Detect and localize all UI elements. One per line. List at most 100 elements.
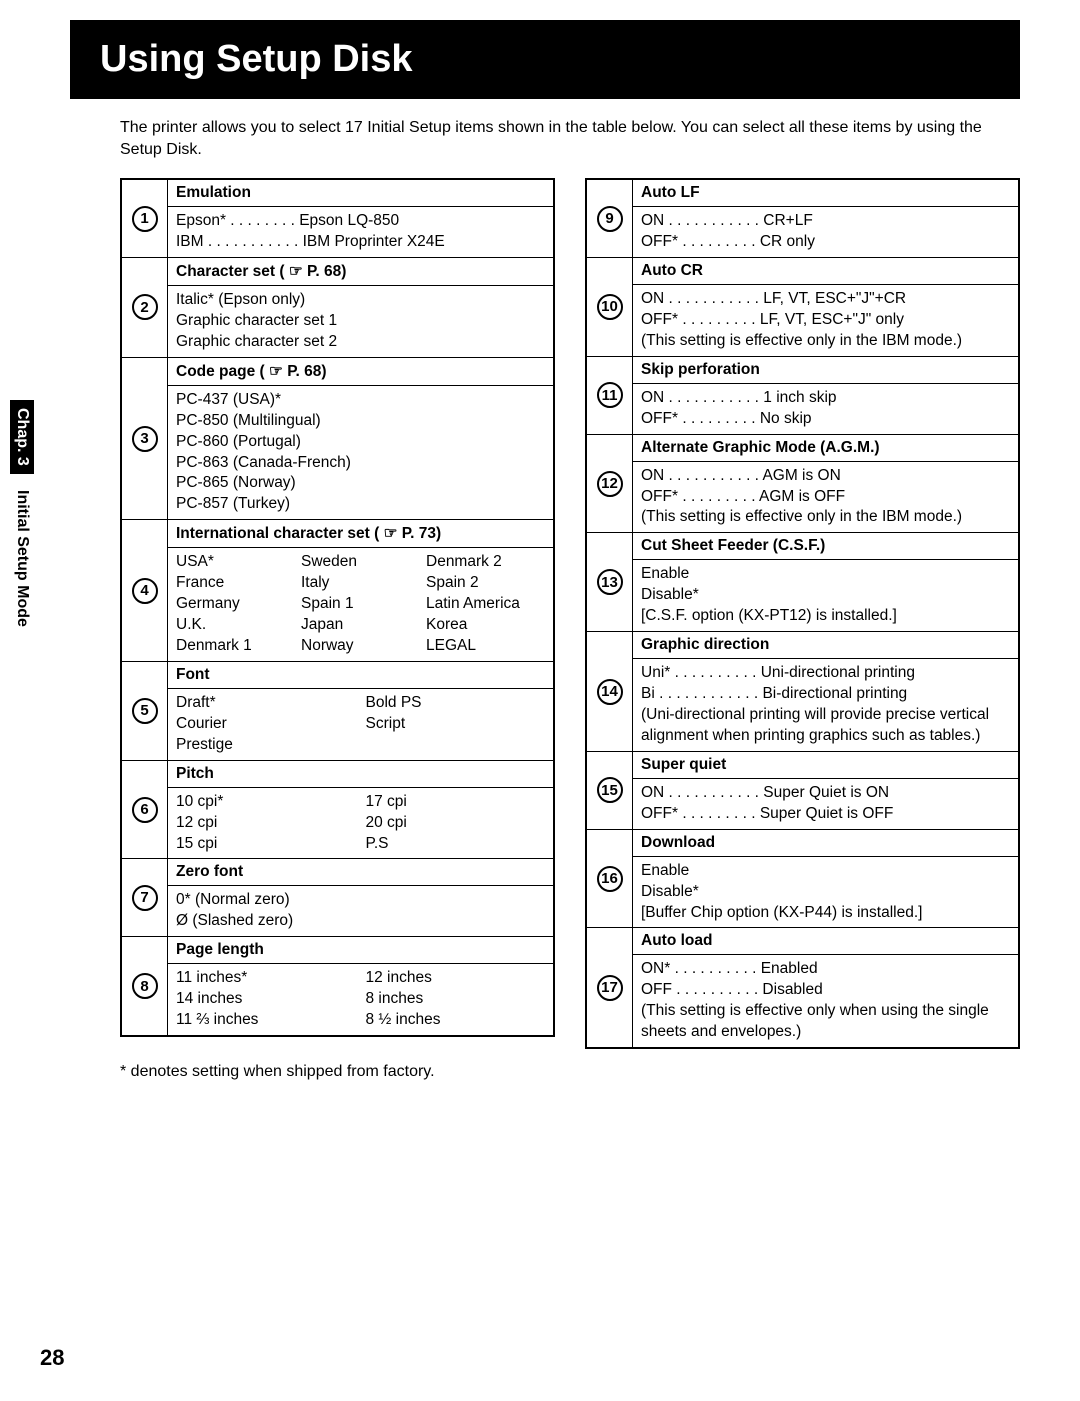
content-line: Disable* bbox=[641, 882, 1010, 903]
row-number-icon: 1 bbox=[132, 206, 158, 232]
grid-cell: Courier bbox=[176, 714, 356, 735]
table-row: 1EmulationEpson* . . . . . . . . Epson L… bbox=[122, 180, 553, 257]
content-line: PC-857 (Turkey) bbox=[176, 494, 545, 515]
content-line: Epson* . . . . . . . . Epson LQ-850 bbox=[176, 211, 545, 232]
grid-cell: 8 ½ inches bbox=[366, 1010, 546, 1031]
grid-cell: Prestige bbox=[176, 735, 356, 756]
row-header: Character set ( ☞ P. 68) bbox=[168, 258, 553, 286]
content-line: ON . . . . . . . . . . . 1 inch skip bbox=[641, 388, 1010, 409]
row-number-icon: 3 bbox=[132, 426, 158, 452]
row-header: Font bbox=[168, 662, 553, 689]
content-line: Uni* . . . . . . . . . . Uni-directional… bbox=[641, 663, 1010, 684]
content-line: PC-850 (Multilingual) bbox=[176, 411, 545, 432]
content-line: Enable bbox=[641, 861, 1010, 882]
grid-cell: LEGAL bbox=[426, 636, 545, 657]
row-content: 10 cpi*17 cpi12 cpi20 cpi15 cpiP.S bbox=[168, 788, 553, 859]
row-number-cell: 14 bbox=[587, 632, 633, 751]
row-number-icon: 17 bbox=[597, 975, 623, 1001]
row-content: ON . . . . . . . . . . . 1 inch skipOFF*… bbox=[633, 384, 1018, 434]
row-number-cell: 5 bbox=[122, 662, 168, 760]
content-line: (This setting is effective only when usi… bbox=[641, 1001, 1010, 1043]
row-number-cell: 9 bbox=[587, 180, 633, 257]
grid-cell: Italy bbox=[301, 573, 420, 594]
row-number-icon: 8 bbox=[132, 973, 158, 999]
row-content: ON . . . . . . . . . . . Super Quiet is … bbox=[633, 779, 1018, 829]
table-row: 2Character set ( ☞ P. 68)Italic* (Epson … bbox=[122, 257, 553, 357]
row-body: International character set ( ☞ P. 73) US… bbox=[168, 520, 553, 661]
grid-cell: U.K. bbox=[176, 615, 295, 636]
row-number-icon: 14 bbox=[597, 679, 623, 705]
grid-cell: 14 inches bbox=[176, 989, 356, 1010]
row-content: Epson* . . . . . . . . Epson LQ-850IBM .… bbox=[168, 207, 553, 257]
row-number-cell: 2 bbox=[122, 258, 168, 357]
row-number-icon: 9 bbox=[597, 206, 623, 232]
row-header: Super quiet bbox=[633, 752, 1018, 779]
row-number-icon: 16 bbox=[597, 866, 623, 892]
grid-cell: Script bbox=[366, 714, 546, 735]
row-body: Pitch10 cpi*17 cpi12 cpi20 cpi15 cpiP.S bbox=[168, 761, 553, 859]
content-line: (Uni-directional printing will provide p… bbox=[641, 705, 1010, 747]
content-line: OFF* . . . . . . . . . CR only bbox=[641, 232, 1010, 253]
content-line: OFF . . . . . . . . . . Disabled bbox=[641, 980, 1010, 1001]
row-number-icon: 7 bbox=[132, 885, 158, 911]
chapter-label: Initial Setup Mode bbox=[10, 484, 34, 633]
row-header: Code page ( ☞ P. 68) bbox=[168, 358, 553, 386]
table-row: 16DownloadEnableDisable*[Buffer Chip opt… bbox=[587, 829, 1018, 928]
grid-cell: Bold PS bbox=[366, 693, 546, 714]
grid-cell: 8 inches bbox=[366, 989, 546, 1010]
row-content: ON* . . . . . . . . . . EnabledOFF . . .… bbox=[633, 955, 1018, 1047]
row-number-cell: 7 bbox=[122, 859, 168, 936]
content-line: PC-437 (USA)* bbox=[176, 390, 545, 411]
content-columns: 1EmulationEpson* . . . . . . . . Epson L… bbox=[120, 178, 1020, 1049]
row-body: FontDraft*Bold PSCourierScriptPrestige bbox=[168, 662, 553, 760]
row-number-cell: 12 bbox=[587, 435, 633, 533]
row-header: Auto load bbox=[633, 928, 1018, 955]
row-header: Pitch bbox=[168, 761, 553, 788]
content-line: OFF* . . . . . . . . . LF, VT, ESC+"J" o… bbox=[641, 310, 1010, 331]
row-number-icon: 15 bbox=[597, 777, 623, 803]
grid-cell: 12 inches bbox=[366, 968, 546, 989]
intro-text: The printer allows you to select 17 Init… bbox=[120, 117, 1020, 160]
row-number-cell: 17 bbox=[587, 928, 633, 1047]
table-row: 12Alternate Graphic Mode (A.G.M.)ON . . … bbox=[587, 434, 1018, 533]
footnote: * denotes setting when shipped from fact… bbox=[120, 1063, 1020, 1081]
row-body: Super quietON . . . . . . . . . . . Supe… bbox=[633, 752, 1018, 829]
row-body: Zero font0* (Normal zero)Ø (Slashed zero… bbox=[168, 859, 553, 936]
row-body: Page length11 inches*12 inches14 inches8… bbox=[168, 937, 553, 1035]
row-header: Page length bbox=[168, 937, 553, 964]
grid-cell: Denmark 2 bbox=[426, 552, 545, 573]
row-header: Download bbox=[633, 830, 1018, 857]
row-content: PC-437 (USA)*PC-850 (Multilingual)PC-860… bbox=[168, 386, 553, 520]
row-header: Alternate Graphic Mode (A.G.M.) bbox=[633, 435, 1018, 462]
grid-cell: Germany bbox=[176, 594, 295, 615]
table-row: 3Code page ( ☞ P. 68)PC-437 (USA)*PC-850… bbox=[122, 357, 553, 520]
row-body: Skip perforationON . . . . . . . . . . .… bbox=[633, 357, 1018, 434]
row-number-cell: 6 bbox=[122, 761, 168, 859]
grid-cell: USA* bbox=[176, 552, 295, 573]
right-table: 9Auto LFON . . . . . . . . . . . CR+LFOF… bbox=[585, 178, 1020, 1049]
content-line: ON . . . . . . . . . . . CR+LF bbox=[641, 211, 1010, 232]
row-number-cell: 10 bbox=[587, 258, 633, 356]
content-line: Enable bbox=[641, 564, 1010, 585]
row-header: International character set ( ☞ P. 73) bbox=[168, 520, 553, 548]
row-number-cell: 15 bbox=[587, 752, 633, 829]
grid-cell: Spain 2 bbox=[426, 573, 545, 594]
table-row: 7 Zero font0* (Normal zero)Ø (Slashed zer… bbox=[122, 858, 553, 936]
table-row: 17 Auto loadON* . . . . . . . . . . Enabl… bbox=[587, 927, 1018, 1047]
grid-cell: Korea bbox=[426, 615, 545, 636]
content-line: OFF* . . . . . . . . . No skip bbox=[641, 409, 1010, 430]
content-line: [C.S.F. option (KX-PT12) is installed.] bbox=[641, 606, 1010, 627]
content-line: ON . . . . . . . . . . . LF, VT, ESC+"J"… bbox=[641, 289, 1010, 310]
row-header: Graphic direction bbox=[633, 632, 1018, 659]
table-row: 11Skip perforationON . . . . . . . . . .… bbox=[587, 356, 1018, 434]
table-row: 5FontDraft*Bold PSCourierScriptPrestige bbox=[122, 661, 553, 760]
grid-cell: Norway bbox=[301, 636, 420, 657]
content-line: Graphic character set 2 bbox=[176, 332, 545, 353]
row-header: Zero font bbox=[168, 859, 553, 886]
grid-cell: Spain 1 bbox=[301, 594, 420, 615]
content-grid: USA*SwedenDenmark 2FranceItalySpain 2Ger… bbox=[176, 552, 545, 657]
grid-cell bbox=[366, 735, 546, 756]
row-number-cell: 16 bbox=[587, 830, 633, 928]
row-number-icon: 4 bbox=[132, 578, 158, 604]
grid-cell: 15 cpi bbox=[176, 834, 356, 855]
